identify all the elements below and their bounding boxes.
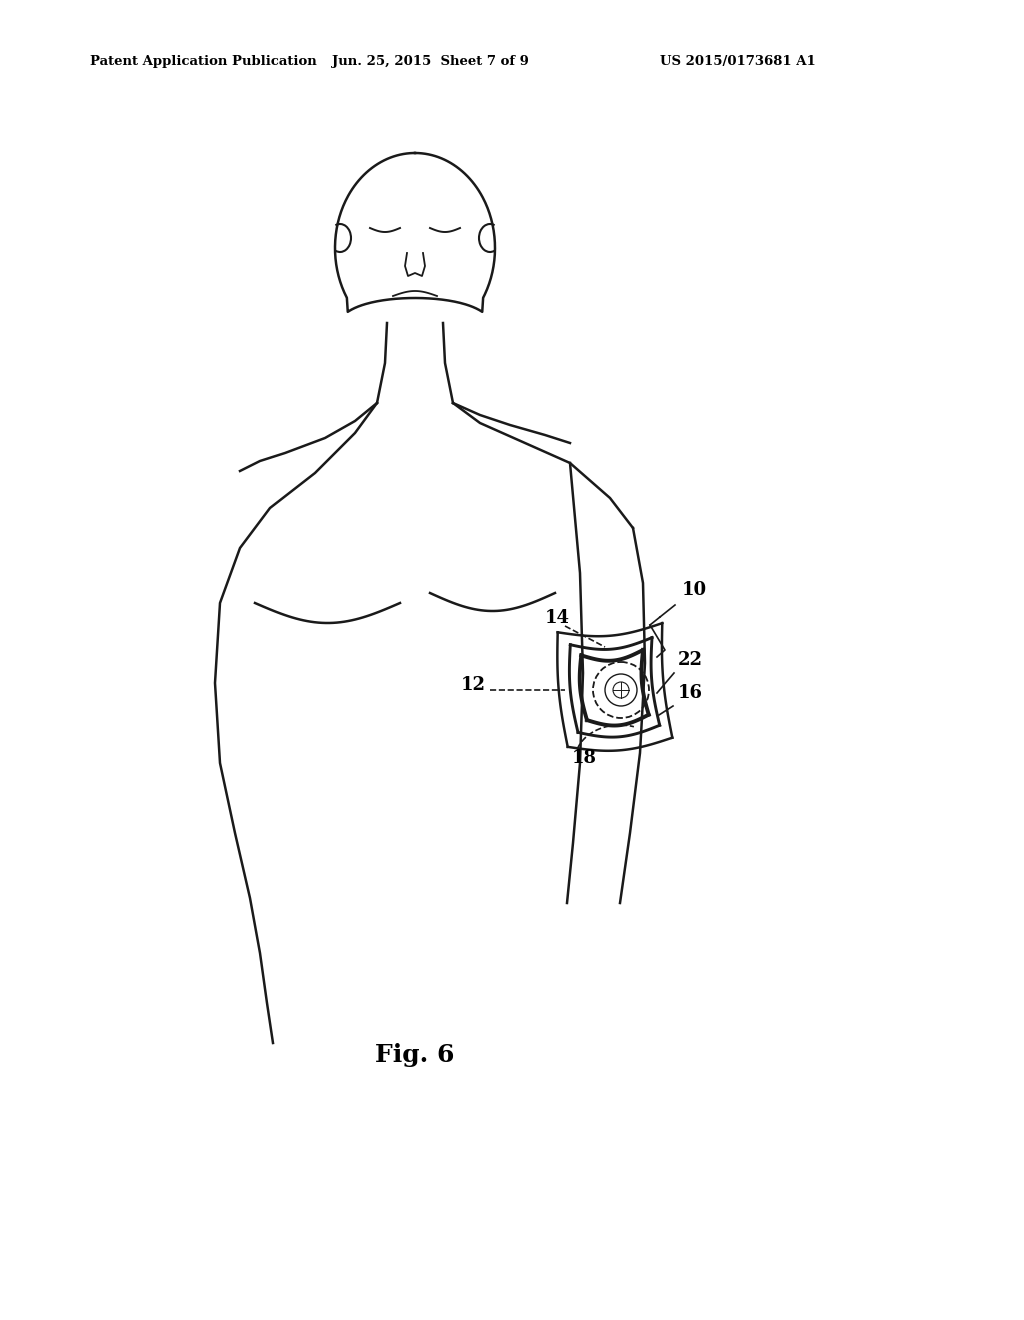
Text: Fig. 6: Fig. 6 — [376, 1043, 455, 1067]
Text: Jun. 25, 2015  Sheet 7 of 9: Jun. 25, 2015 Sheet 7 of 9 — [332, 55, 528, 69]
Text: 12: 12 — [461, 676, 486, 694]
Text: 18: 18 — [572, 748, 597, 767]
Text: 14: 14 — [545, 609, 570, 627]
Text: Patent Application Publication: Patent Application Publication — [90, 55, 316, 69]
Text: 22: 22 — [678, 651, 703, 669]
Text: 16: 16 — [678, 684, 703, 702]
Text: US 2015/0173681 A1: US 2015/0173681 A1 — [660, 55, 816, 69]
Text: 10: 10 — [682, 581, 708, 599]
